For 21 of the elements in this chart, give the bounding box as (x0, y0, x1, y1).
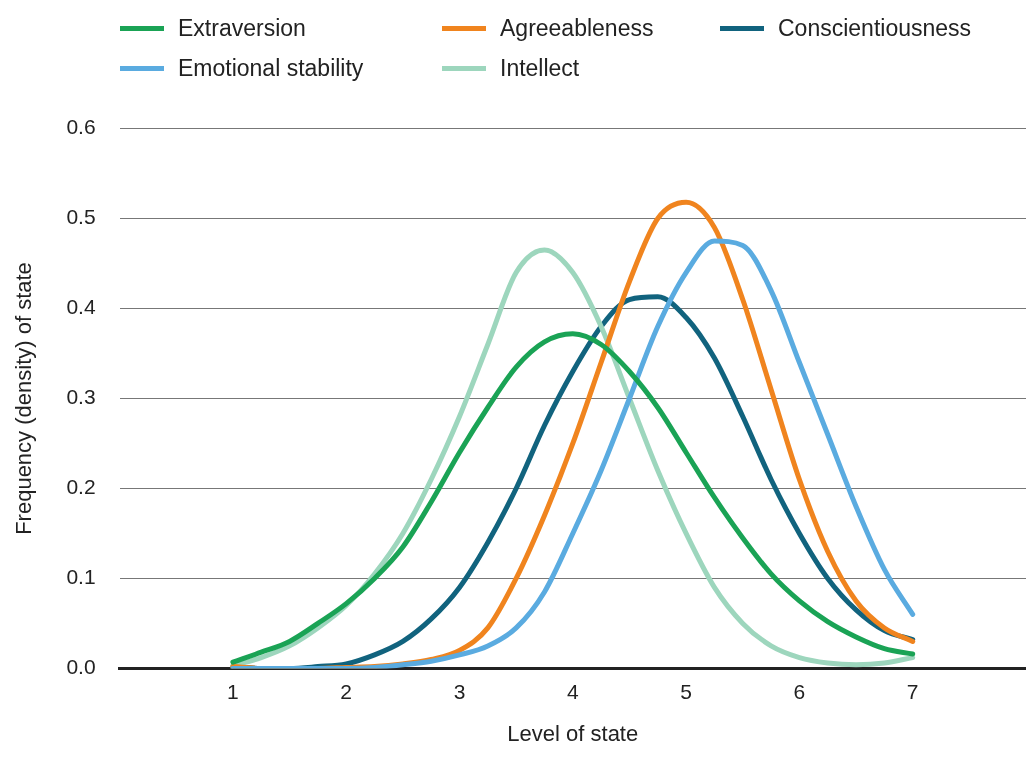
y-tick-label: 0.1 (66, 565, 96, 589)
y-tick-label: 0.6 (66, 115, 96, 139)
y-tick-label: 0.4 (66, 295, 96, 319)
y-axis-title: Frequency (density) of state (11, 262, 37, 535)
y-tick-label: 0.5 (66, 205, 96, 229)
legend-label: Extraversion (178, 14, 306, 42)
x-tick-label: 1 (227, 679, 239, 703)
x-tick-label: 4 (566, 679, 579, 703)
x-tick-label: 3 (453, 679, 466, 703)
legend-label: Agreeableness (500, 14, 654, 42)
legend-label: Conscientiousness (778, 14, 972, 42)
x-tick-label: 5 (680, 679, 692, 703)
y-tick-label: 0.3 (66, 385, 96, 409)
legend-label: Intellect (500, 54, 580, 82)
y-tick-label: 0.2 (66, 475, 96, 499)
x-tick-label: 6 (793, 679, 806, 703)
x-axis-title: Level of state (507, 720, 639, 746)
y-tick-label: 0.0 (66, 655, 96, 679)
x-tick-label: 7 (906, 679, 919, 703)
legend-label: Emotional stability (178, 54, 364, 82)
x-tick-label: 2 (340, 679, 353, 703)
